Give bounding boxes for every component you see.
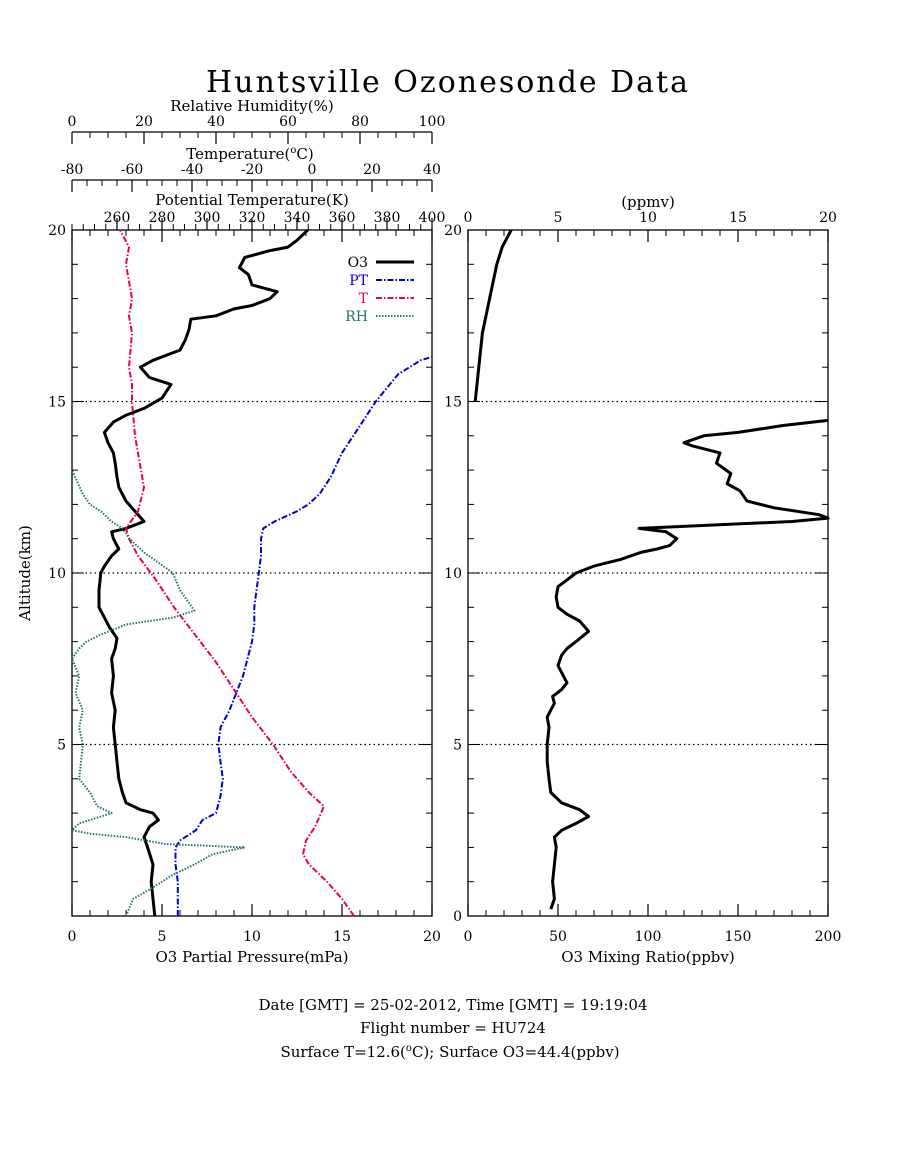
y-tick-label: 10 bbox=[444, 566, 462, 582]
tick-label: 0 bbox=[68, 114, 77, 130]
tick-label: 360 bbox=[329, 210, 356, 226]
tick-label: 150 bbox=[725, 929, 752, 945]
ppmv-axis-label: (ppmv) bbox=[621, 193, 675, 211]
tick-label: 15 bbox=[729, 210, 747, 226]
y-tick-label: 20 bbox=[48, 223, 66, 239]
right-gridlines bbox=[468, 400, 828, 746]
altitude-axis-label: Altitude(km) bbox=[16, 525, 34, 622]
tick-label: -80 bbox=[61, 162, 84, 178]
temp-axis-label: Temperature(oC) bbox=[186, 145, 314, 163]
tick-label: -60 bbox=[121, 162, 144, 178]
tick-label: 60 bbox=[279, 114, 297, 130]
legend: O3 PT T RH bbox=[345, 255, 414, 325]
tick-label: 20 bbox=[363, 162, 381, 178]
tick-label: 20 bbox=[423, 929, 441, 945]
series-line-o3 bbox=[97, 228, 309, 917]
tick-label: 10 bbox=[243, 929, 261, 945]
tick-label: 340 bbox=[284, 210, 311, 226]
tick-label: 400 bbox=[419, 210, 446, 226]
series-line-pt bbox=[174, 355, 433, 916]
tick-label: 40 bbox=[423, 162, 441, 178]
right-series bbox=[473, 229, 830, 910]
y-tick-label: 5 bbox=[453, 738, 462, 754]
o3-pp-axis-label: O3 Partial Pressure(mPa) bbox=[155, 948, 348, 966]
tick-label: 0 bbox=[464, 929, 473, 945]
left-gridlines bbox=[72, 400, 432, 746]
tick-label: -20 bbox=[241, 162, 264, 178]
left-ticks: 0510152005101520260280300320340360380400… bbox=[48, 114, 446, 945]
y-tick-label: 15 bbox=[48, 395, 66, 411]
tick-label: 5 bbox=[554, 210, 563, 226]
y-tick-label: 15 bbox=[444, 395, 462, 411]
tick-label: 300 bbox=[194, 210, 221, 226]
tick-label: 320 bbox=[239, 210, 266, 226]
legend-label-t: T bbox=[359, 291, 369, 307]
series-line-t bbox=[119, 229, 355, 917]
footer-date-line: Date [GMT] = 25-02-2012, Time [GMT] = 19… bbox=[258, 996, 647, 1014]
tick-label: 20 bbox=[135, 114, 153, 130]
footer-flight-line: Flight number = HU724 bbox=[360, 1019, 546, 1037]
tick-label: 20 bbox=[819, 210, 837, 226]
chart-title: Huntsville Ozonesonde Data bbox=[206, 65, 690, 100]
tick-label: 50 bbox=[549, 929, 567, 945]
series-line-rh bbox=[71, 469, 246, 917]
tick-label: 0 bbox=[68, 929, 77, 945]
y-tick-label: 20 bbox=[444, 223, 462, 239]
rh-axis-label: Relative Humidity(%) bbox=[170, 97, 333, 115]
legend-label-o3: O3 bbox=[348, 255, 368, 271]
tick-label: 15 bbox=[333, 929, 351, 945]
tick-label: 0 bbox=[464, 210, 473, 226]
tick-label: -40 bbox=[181, 162, 204, 178]
tick-label: 5 bbox=[158, 929, 167, 945]
tick-label: 100 bbox=[419, 114, 446, 130]
tick-label: 40 bbox=[207, 114, 225, 130]
y-tick-label: 0 bbox=[453, 909, 462, 925]
legend-label-pt: PT bbox=[349, 273, 368, 289]
footer-surface-line: Surface T=12.6(oC); Surface O3=44.4(ppbv… bbox=[280, 1043, 619, 1061]
y-tick-label: 10 bbox=[48, 566, 66, 582]
tick-label: 100 bbox=[635, 929, 662, 945]
ppbv-axis-label: O3 Mixing Ratio(ppbv) bbox=[561, 948, 734, 966]
series-line-o3-mixing-ratio bbox=[473, 229, 830, 910]
y-tick-label: 5 bbox=[57, 738, 66, 754]
tick-label: 10 bbox=[639, 210, 657, 226]
tick-label: 260 bbox=[104, 210, 131, 226]
tick-label: 0 bbox=[308, 162, 317, 178]
tick-label: 200 bbox=[815, 929, 842, 945]
tick-label: 280 bbox=[149, 210, 176, 226]
legend-label-rh: RH bbox=[345, 309, 368, 325]
tick-label: 80 bbox=[351, 114, 369, 130]
tick-label: 380 bbox=[374, 210, 401, 226]
pt-axis-label: Potential Temperature(K) bbox=[155, 191, 349, 209]
left-series bbox=[71, 228, 433, 917]
